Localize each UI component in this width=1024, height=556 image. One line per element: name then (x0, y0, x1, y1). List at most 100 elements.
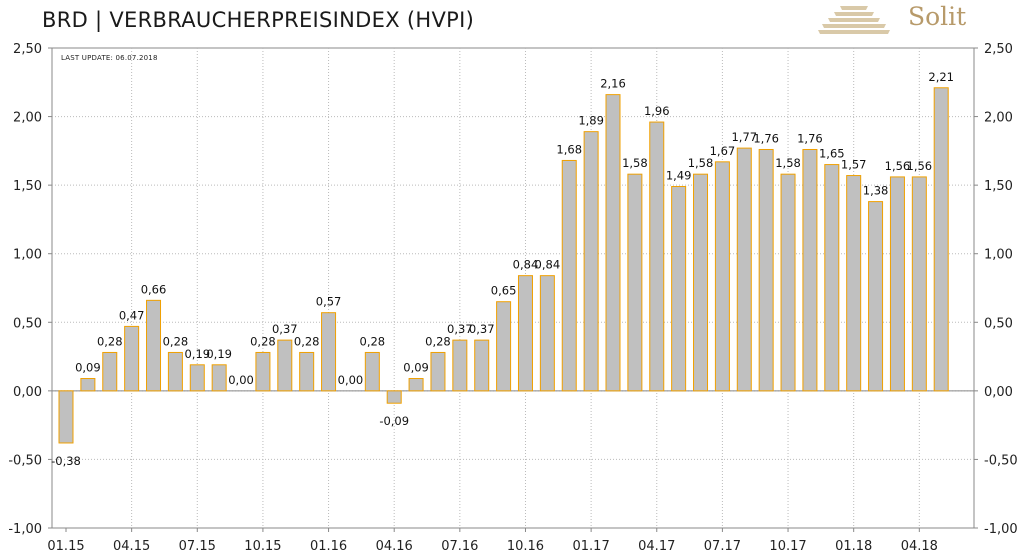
data-label: 0,84 (513, 258, 539, 272)
bar (386, 390, 402, 404)
y-tick-label-left: 2,00 (13, 111, 42, 126)
data-label: 0,84 (535, 258, 561, 272)
bar (167, 351, 183, 392)
bar (649, 121, 665, 392)
bar (452, 339, 468, 392)
data-label: 1,58 (688, 156, 714, 170)
data-label: 1,56 (885, 159, 911, 173)
data-label: 0,37 (272, 322, 298, 336)
x-tick-label: 10.16 (507, 539, 544, 554)
data-label: 0,00 (228, 373, 254, 387)
data-label: 0,65 (491, 284, 517, 298)
chart-title: BRD | VERBRAUCHERPREISINDEX (HVPI) (42, 8, 475, 32)
bar (539, 275, 555, 392)
data-label: 0,28 (425, 334, 451, 348)
y-tick-label-right: 0,50 (984, 316, 1013, 331)
data-label: 1,58 (775, 156, 801, 170)
bar (496, 301, 512, 392)
bar (605, 94, 621, 392)
bar (627, 173, 643, 392)
y-tick-label-right: 1,50 (984, 179, 1013, 194)
data-label: 0,37 (469, 322, 495, 336)
bar (277, 339, 293, 392)
data-label: 0,09 (75, 361, 101, 375)
data-label: 1,38 (863, 184, 889, 198)
x-tick-label: 01.15 (47, 539, 84, 554)
last-update-label: LAST UPDATE: 06.07.2018 (61, 54, 158, 62)
data-label: 1,96 (644, 104, 670, 118)
bar (561, 159, 577, 392)
data-label: 0,47 (119, 308, 145, 322)
bar (102, 351, 118, 392)
bar (124, 325, 140, 392)
y-tick-label-left: 0,00 (13, 385, 42, 400)
bar (846, 175, 862, 392)
bar (255, 351, 271, 392)
bar (868, 201, 884, 392)
y-tick-label-right: 1,00 (984, 248, 1013, 263)
bar (780, 173, 796, 392)
x-tick-label: 04.17 (638, 539, 675, 554)
data-label: -0,09 (379, 414, 409, 428)
x-tick-label: 07.17 (704, 539, 741, 554)
y-tick-label-left: -0,50 (8, 453, 42, 468)
data-label: 2,16 (600, 77, 626, 91)
bar (211, 364, 227, 392)
data-label: 0,09 (403, 361, 429, 375)
bar (889, 176, 905, 392)
bar (671, 186, 687, 392)
bar (146, 299, 162, 392)
bar (430, 351, 446, 392)
y-tick-label-right: -1,00 (984, 522, 1018, 537)
x-tick-label: 04.16 (376, 539, 413, 554)
data-label: 0,57 (316, 295, 342, 309)
bar (714, 161, 730, 392)
y-tick-label-left: 1,50 (13, 179, 42, 194)
x-tick-label: 01.16 (310, 539, 347, 554)
data-label: 1,68 (556, 142, 582, 156)
bar (408, 378, 424, 392)
x-tick-label: 10.17 (769, 539, 806, 554)
bar (693, 173, 709, 392)
x-tick-label: 04.15 (113, 539, 150, 554)
brand-name: Solit (908, 2, 967, 31)
bar (299, 351, 315, 392)
y-tick-label-left: 2,50 (13, 42, 42, 57)
x-tick-label: 10.15 (244, 539, 281, 554)
bar (758, 148, 774, 392)
data-label: 1,65 (819, 147, 845, 161)
bar (911, 176, 927, 392)
bar (58, 390, 74, 444)
y-tick-label-left: 1,00 (13, 248, 42, 263)
data-label: -0,38 (51, 454, 81, 468)
bar (933, 87, 949, 392)
data-label: 0,28 (250, 334, 276, 348)
y-tick-label-right: -0,50 (984, 453, 1018, 468)
y-tick-label-left: 0,50 (13, 316, 42, 331)
data-label: 0,66 (141, 282, 167, 296)
bar (189, 364, 205, 392)
data-label: 1,77 (731, 130, 757, 144)
data-label: 0,28 (163, 334, 189, 348)
data-label: 1,67 (710, 144, 736, 158)
data-label: 0,19 (184, 347, 210, 361)
x-tick-label: 01.18 (835, 539, 872, 554)
x-tick-label: 01.17 (573, 539, 610, 554)
y-tick-label-left: -1,00 (8, 522, 42, 537)
data-label: 1,49 (666, 169, 692, 183)
bar (517, 275, 533, 392)
x-tick-label: 04.18 (901, 539, 938, 554)
data-label: 1,58 (622, 156, 648, 170)
bar (80, 378, 96, 392)
data-label: 1,76 (797, 131, 823, 145)
data-label: 2,21 (928, 70, 954, 84)
bar (824, 164, 840, 392)
bar (321, 312, 337, 392)
y-tick-label-right: 2,00 (984, 111, 1013, 126)
bar (474, 339, 490, 392)
plot-frame (51, 47, 975, 529)
y-tick-label-right: 0,00 (984, 385, 1013, 400)
bar (736, 147, 752, 392)
bar (364, 351, 380, 392)
